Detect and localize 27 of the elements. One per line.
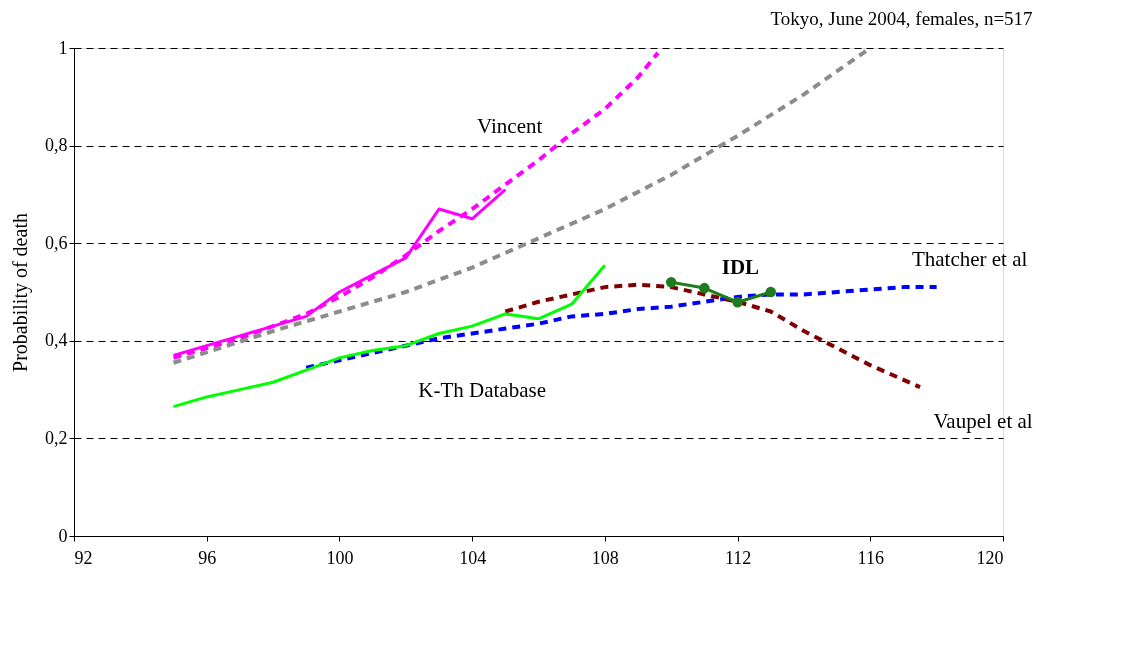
series-label: Thatcher et al bbox=[911, 247, 1028, 272]
series-label: IDL bbox=[721, 255, 760, 280]
point bbox=[699, 282, 710, 294]
x-tick-label: 120 bbox=[976, 547, 1004, 568]
point bbox=[732, 297, 743, 308]
series-label: K-Th Database bbox=[418, 378, 546, 403]
x-tick-label: 92 bbox=[74, 547, 93, 568]
y-tick-label: 0,6 bbox=[45, 232, 68, 253]
x-tick-label: 108 bbox=[591, 547, 619, 568]
y-axis-title: Probability of death bbox=[9, 213, 32, 372]
y-tick-label: 0,8 bbox=[45, 135, 68, 156]
x-tick-label: 100 bbox=[326, 547, 354, 568]
series-label: Vaupel et al bbox=[933, 409, 1033, 434]
y-tick-label: 0,4 bbox=[45, 330, 68, 351]
series-label: Vincent bbox=[477, 114, 543, 139]
chart-title: Tokyo, June 2004, females, n=517 bbox=[770, 8, 1033, 29]
point bbox=[765, 286, 776, 298]
y-tick-label: 0,2 bbox=[45, 427, 68, 448]
line-series bbox=[172, 263, 607, 409]
x-tick-label: 104 bbox=[459, 547, 487, 568]
x-tick-label: 116 bbox=[857, 547, 884, 568]
y-tick-label: 1 bbox=[58, 37, 68, 58]
point bbox=[665, 277, 677, 288]
y-tick-label: 0 bbox=[58, 525, 68, 546]
x-tick-label: 96 bbox=[198, 547, 217, 568]
line-series bbox=[304, 285, 939, 370]
x-tick-label: 112 bbox=[724, 547, 752, 568]
